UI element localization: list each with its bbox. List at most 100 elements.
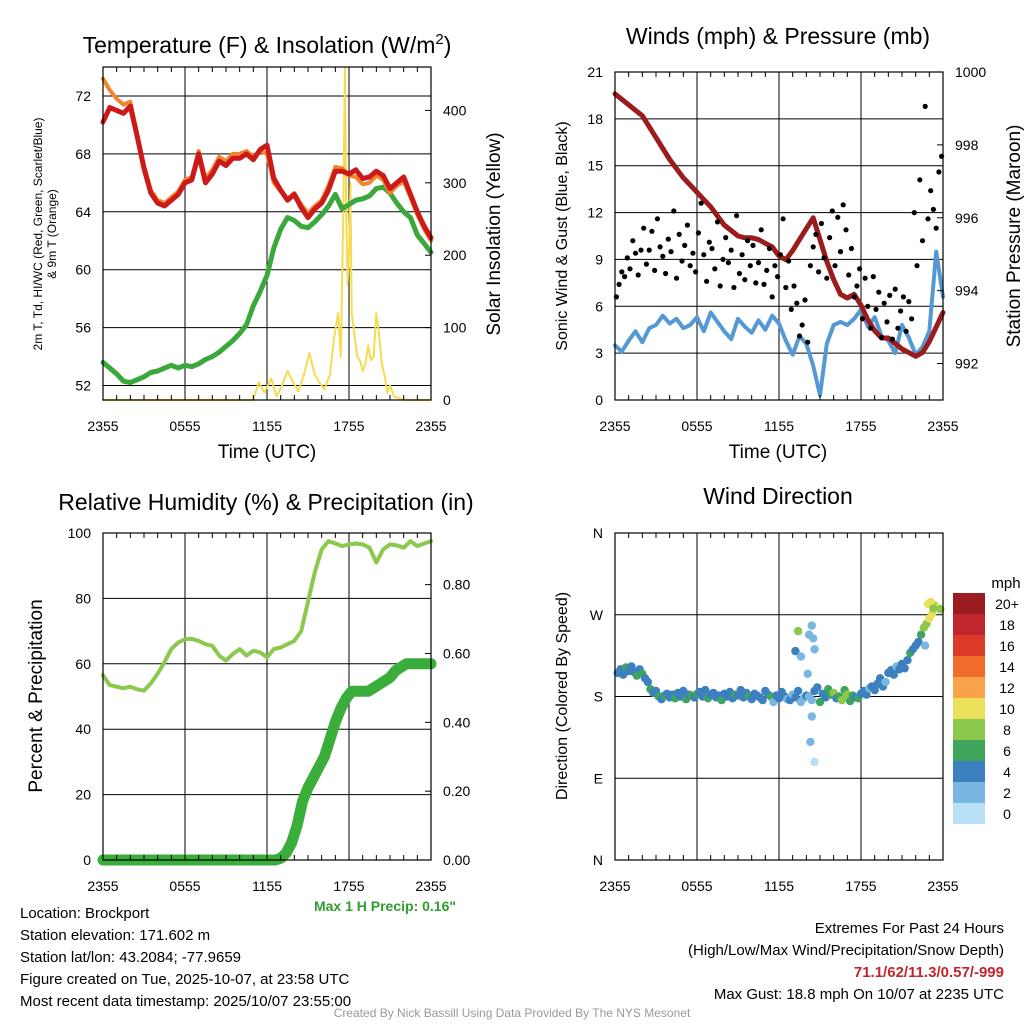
station-location: Location: Brockport (20, 905, 150, 922)
humidity-grid (102, 532, 432, 861)
gust-point (701, 252, 707, 258)
wind-direction-y-tick-label: N (593, 525, 603, 541)
gust-point (630, 238, 636, 244)
winds-y-tick-label: 6 (595, 298, 603, 314)
gust-point (690, 250, 696, 256)
gust-point (676, 231, 682, 237)
wind-direction-y-label: Direction (Colored By Speed) (554, 592, 571, 800)
gust-point (796, 333, 803, 339)
gust-point (832, 263, 838, 269)
gust-point (802, 297, 808, 303)
humidity-ticks: 2355 0555 1155 1755 2355 0 20 40 60 80 100 0.00 0.20… (68, 525, 471, 894)
temperature-x-tick-label: 1755 (333, 418, 364, 434)
gust-point (723, 235, 729, 241)
gust-point (824, 275, 830, 281)
temperature-x-tick-label: 2355 (87, 418, 118, 434)
temperature-series (100, 66, 434, 401)
gust-point (635, 272, 641, 278)
gust-point (898, 308, 904, 314)
gust-point (884, 319, 890, 325)
speed-legend-swatch (953, 698, 985, 719)
wind-direction-point (881, 677, 890, 687)
gust-point (783, 284, 789, 291)
wind-direction-point (810, 757, 819, 767)
gust-point (641, 225, 647, 231)
gust-point (736, 270, 743, 277)
wind-direction-point (900, 664, 909, 673)
winds-y-tick-label: 21 (587, 64, 603, 80)
gust-point (649, 228, 655, 234)
gust-point (791, 283, 797, 289)
gust-point (616, 281, 622, 287)
gust-point (928, 188, 934, 194)
humidity-x-tick-label: 2355 (415, 878, 446, 894)
gust-point (936, 169, 942, 175)
gust-point (887, 292, 893, 298)
gust-point (619, 269, 625, 275)
gust-point (739, 252, 745, 258)
wind-direction-point (815, 697, 825, 707)
station-latlon: Station lat/lon: 43.2084; -77.9659 (20, 949, 242, 966)
gust-point (671, 208, 677, 214)
gust-point (843, 227, 849, 233)
winds-y-tick-label: 15 (587, 158, 603, 174)
gust-point (632, 250, 639, 256)
wind-direction-point (791, 693, 800, 702)
temperature-ticks: 2355 0555 1155 1755 2355 52 56 60 64 68 72 0 100 200 3… (75, 67, 467, 434)
wind-direction-panel: Wind Direction 2355 0555 1155 1755 2355 N E S W N… (554, 483, 1021, 894)
gust-point (622, 274, 628, 280)
speed-legend-label: 18 (999, 617, 1015, 633)
gust-point (786, 258, 792, 264)
gust-point (914, 263, 920, 269)
gust-point (873, 306, 879, 312)
gust-point (657, 244, 663, 250)
gust-point (717, 283, 723, 289)
speed-legend-swatch (953, 719, 985, 740)
winds-y-tick-label: 9 (595, 251, 603, 267)
gust-point (892, 286, 898, 292)
winds-y2-label: Station Pressure (Maroon) (1004, 125, 1024, 348)
speed-legend: 20+ 18 16 14 12 10 8 6 4 2 0 (953, 593, 1019, 824)
wind-direction-point (758, 695, 767, 705)
winds-y2-tick-label: 992 (955, 356, 979, 372)
gust-point (903, 328, 909, 334)
gust-point (750, 242, 756, 248)
humidity-x-tick-label: 0555 (169, 878, 200, 894)
temperature-y-tick-label: 60 (75, 262, 91, 278)
gust-point (868, 325, 874, 331)
wind-direction-y-tick-label: N (593, 852, 603, 868)
speed-legend-title: mph (991, 575, 1020, 592)
gust-point (816, 269, 822, 275)
temp-2m-line (100, 103, 434, 241)
gust-point (859, 316, 866, 322)
speed-legend-label: 8 (1003, 722, 1011, 738)
speed-legend-swatch (953, 782, 985, 803)
gust-point (805, 339, 811, 345)
gust-point (840, 202, 846, 208)
temperature-y-tick-label: 56 (75, 320, 91, 336)
gust-point (807, 263, 814, 269)
humidity-y-tick-label: 0 (83, 852, 91, 868)
wind-direction-x-tick-label: 2355 (599, 878, 630, 894)
winds-x-tick-label: 1755 (845, 418, 876, 434)
speed-legend-swatch (953, 593, 985, 614)
wind-direction-point (806, 737, 815, 747)
humidity-line (101, 539, 433, 693)
temperature-y2-tick-label: 200 (443, 247, 467, 263)
temperature-x-tick-label: 2355 (415, 418, 446, 434)
gust-point (745, 238, 751, 244)
gust-point (673, 275, 680, 281)
winds-ticks: 2355 0555 1155 1755 2355 0 3 6 9 12 15 18 21 992 994 99… (587, 64, 986, 434)
temperature-title: Temperature (F) & Insolation (W/m2) (83, 31, 452, 58)
gust-point (772, 263, 778, 269)
gust-point (878, 334, 885, 341)
wind-direction-x-tick-label: 1755 (845, 878, 876, 894)
station-info: Location: Brockport Station elevation: 1… (20, 903, 351, 1013)
wind-direction-point (921, 641, 930, 650)
temperature-y2-tick-label: 100 (443, 320, 467, 336)
extremes-title: Extremes For Past 24 Hours (814, 920, 1004, 937)
speed-legend-swatch (953, 656, 985, 677)
wind-direction-point (701, 685, 710, 695)
humidity-y2-tick-label: 0.20 (443, 783, 470, 799)
